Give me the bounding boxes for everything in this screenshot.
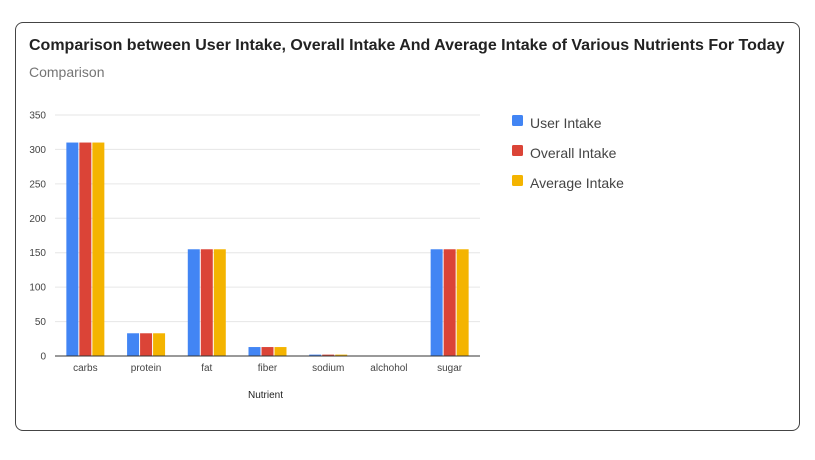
bar-overall-intake-fiber[interactable] <box>261 347 274 356</box>
chart-card: Comparison between User Intake, Overall … <box>15 22 800 431</box>
x-tick-label: sodium <box>312 363 344 374</box>
y-tick-label: 0 <box>40 352 46 363</box>
bar-user-intake-sodium[interactable] <box>309 354 322 356</box>
y-tick-label: 50 <box>35 317 47 328</box>
bar-overall-intake-fat[interactable] <box>200 249 213 356</box>
y-tick-label: 350 <box>29 111 46 122</box>
bar-overall-intake-carbs[interactable] <box>79 142 92 356</box>
legend-label: Average Intake <box>530 175 624 191</box>
x-axis-title: Nutrient <box>248 390 283 401</box>
bar-average-intake-protein[interactable] <box>153 333 166 356</box>
bar-user-intake-carbs[interactable] <box>66 142 79 356</box>
x-tick-label: alchohol <box>370 363 407 374</box>
bar-user-intake-sugar[interactable] <box>430 249 443 356</box>
bar-average-intake-sodium[interactable] <box>335 354 348 356</box>
x-tick-label: fiber <box>258 363 278 374</box>
y-tick-label: 300 <box>29 145 46 156</box>
legend: User Intake Overall Intake Average Intake <box>512 115 624 191</box>
y-tick-label: 150 <box>29 248 46 259</box>
y-tick-label: 100 <box>29 283 46 294</box>
chart-subtitle: Comparison <box>29 64 105 80</box>
legend-label: User Intake <box>530 115 602 131</box>
legend-swatch <box>512 115 523 126</box>
legend-label: Overall Intake <box>530 145 617 161</box>
bars <box>66 142 469 356</box>
y-tick-label: 250 <box>29 179 46 190</box>
bar-average-intake-fiber[interactable] <box>274 347 287 356</box>
bar-user-intake-fiber[interactable] <box>248 347 261 356</box>
bar-overall-intake-protein[interactable] <box>140 333 153 356</box>
bar-average-intake-fat[interactable] <box>213 249 226 356</box>
gridlines <box>55 114 480 323</box>
legend-swatch <box>512 145 523 156</box>
y-tick-label: 200 <box>29 214 46 225</box>
bar-user-intake-fat[interactable] <box>187 249 200 356</box>
x-tick-label: sugar <box>437 363 463 374</box>
x-tick-label: carbs <box>73 363 97 374</box>
bar-user-intake-protein[interactable] <box>127 333 140 356</box>
x-axis-ticks: carbs protein fat fiber sodium alchohol sugar <box>73 363 463 374</box>
y-axis-ticks: 0 50 100 150 200 250 300 350 <box>29 111 46 363</box>
bar-average-intake-sugar[interactable] <box>456 249 469 356</box>
legend-swatch <box>512 175 523 186</box>
x-tick-label: fat <box>201 363 212 374</box>
chart-title: Comparison between User Intake, Overall … <box>29 37 785 54</box>
bar-average-intake-carbs[interactable] <box>92 142 105 356</box>
bar-overall-intake-sodium[interactable] <box>322 354 335 356</box>
x-tick-label: protein <box>131 363 162 374</box>
bar-overall-intake-sugar[interactable] <box>443 249 456 356</box>
